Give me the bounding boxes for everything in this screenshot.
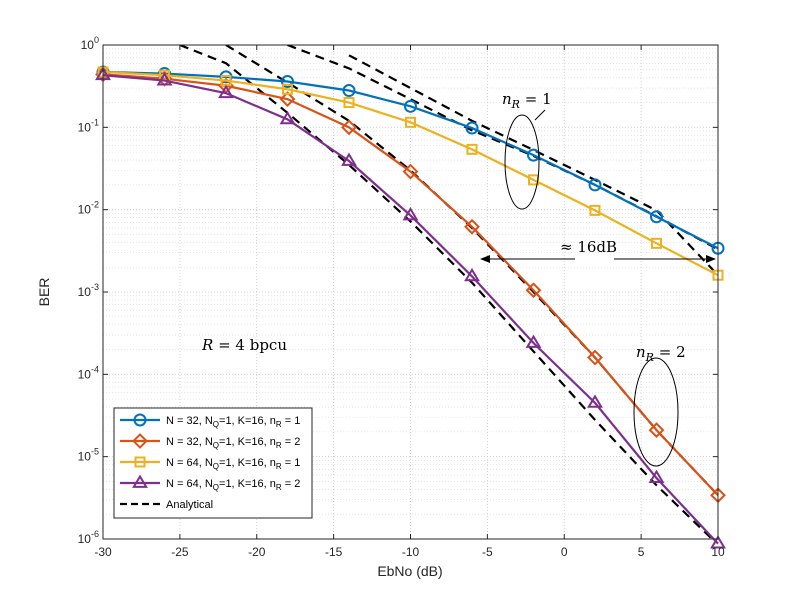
legend-marker xyxy=(132,433,148,449)
analytical-curve xyxy=(179,45,714,539)
gap-arrow-right-head xyxy=(706,255,716,263)
gap-arrow-left-head xyxy=(480,255,490,263)
nr1-label: nR = 1 xyxy=(502,90,552,111)
data-point xyxy=(343,97,355,109)
data-point xyxy=(710,535,726,549)
rate-label: R = 4 bpcu xyxy=(201,336,287,354)
x-tick-label: 5 xyxy=(638,545,645,559)
series-line xyxy=(102,73,719,496)
data-point xyxy=(282,83,293,95)
data-point xyxy=(156,72,173,86)
series-lines xyxy=(95,65,726,549)
series-line xyxy=(102,70,719,277)
legend-entry-label: N = 64, NQ=1, K=16, nR = 1 xyxy=(166,457,300,471)
x-tick-label: -20 xyxy=(248,545,266,559)
data-point xyxy=(651,237,662,249)
series-3 xyxy=(97,66,724,281)
series-line xyxy=(102,74,719,545)
series-4 xyxy=(95,66,726,549)
data-point xyxy=(404,99,417,113)
data-point xyxy=(342,84,356,98)
x-tick-label: -10 xyxy=(402,545,420,559)
x-tick-label: -25 xyxy=(171,545,189,559)
x-tick-label: 0 xyxy=(561,545,568,559)
data-point xyxy=(466,143,478,155)
legend-entry-label: N = 32, NQ=1, K=16, nR = 1 xyxy=(166,415,300,429)
series-line xyxy=(102,70,719,250)
legend-entry-label: N = 64, NQ=1, K=16, nR = 2 xyxy=(166,478,300,492)
data-point xyxy=(525,334,542,348)
nr2-ellipse xyxy=(633,357,679,467)
y-tick-label: 10-5 xyxy=(78,447,99,464)
data-point xyxy=(648,422,665,439)
legend-entry-label: Analytical xyxy=(166,499,213,511)
data-point xyxy=(402,207,419,221)
x-tick-label: 10 xyxy=(711,545,725,559)
y-tick-label: 10-2 xyxy=(78,200,99,217)
data-point xyxy=(281,75,294,89)
annotations: nR = 1 nR = 2 ≈ 16dB R = 4 bpcu xyxy=(201,90,716,467)
data-point xyxy=(279,91,296,108)
nr2-label: nR = 2 xyxy=(636,343,686,364)
data-point xyxy=(650,210,663,224)
y-tick-label: 10-3 xyxy=(78,282,99,299)
y-tick-label: 10-1 xyxy=(78,117,99,134)
y-tick-label: 10-6 xyxy=(78,529,99,546)
data-point xyxy=(588,178,602,192)
x-axis-label: EbNo (dB) xyxy=(377,563,442,579)
data-point xyxy=(341,119,357,136)
data-point xyxy=(465,121,479,135)
data-point xyxy=(648,469,665,483)
x-tick-label: -5 xyxy=(482,545,493,559)
data-point xyxy=(589,204,601,216)
data-point xyxy=(525,282,542,299)
data-point xyxy=(587,394,603,408)
ticks: -30 -25 -20 -15 -10 -5 0 5 10 100 10-1 10-2 10-3 10-4… xyxy=(78,35,725,559)
y-tick-label: 100 xyxy=(81,35,99,52)
legend-marker xyxy=(134,456,146,468)
data-point xyxy=(341,152,357,166)
x-tick-label: -15 xyxy=(325,545,343,559)
data-point xyxy=(464,218,480,235)
gap-label: ≈ 16dB xyxy=(560,238,617,256)
legend: N = 32, NQ=1, K=16, nR = 1 N = 32, NQ=1, … xyxy=(113,407,313,519)
data-point xyxy=(464,267,480,282)
nr1-ellipse xyxy=(504,114,540,210)
legend-marker xyxy=(133,413,147,427)
data-point xyxy=(218,84,234,99)
data-point xyxy=(405,116,416,128)
y-tick-label: 10-4 xyxy=(78,364,99,381)
data-point xyxy=(587,349,603,366)
legend-marker xyxy=(132,474,148,488)
y-axis-label: BER xyxy=(36,278,52,307)
data-point xyxy=(279,110,296,125)
data-point xyxy=(402,163,419,180)
x-tick-label: -30 xyxy=(94,545,112,559)
legend-entry-label: N = 32, NQ=1, K=16, nR = 2 xyxy=(166,436,300,450)
nr1-pointer xyxy=(534,109,546,121)
